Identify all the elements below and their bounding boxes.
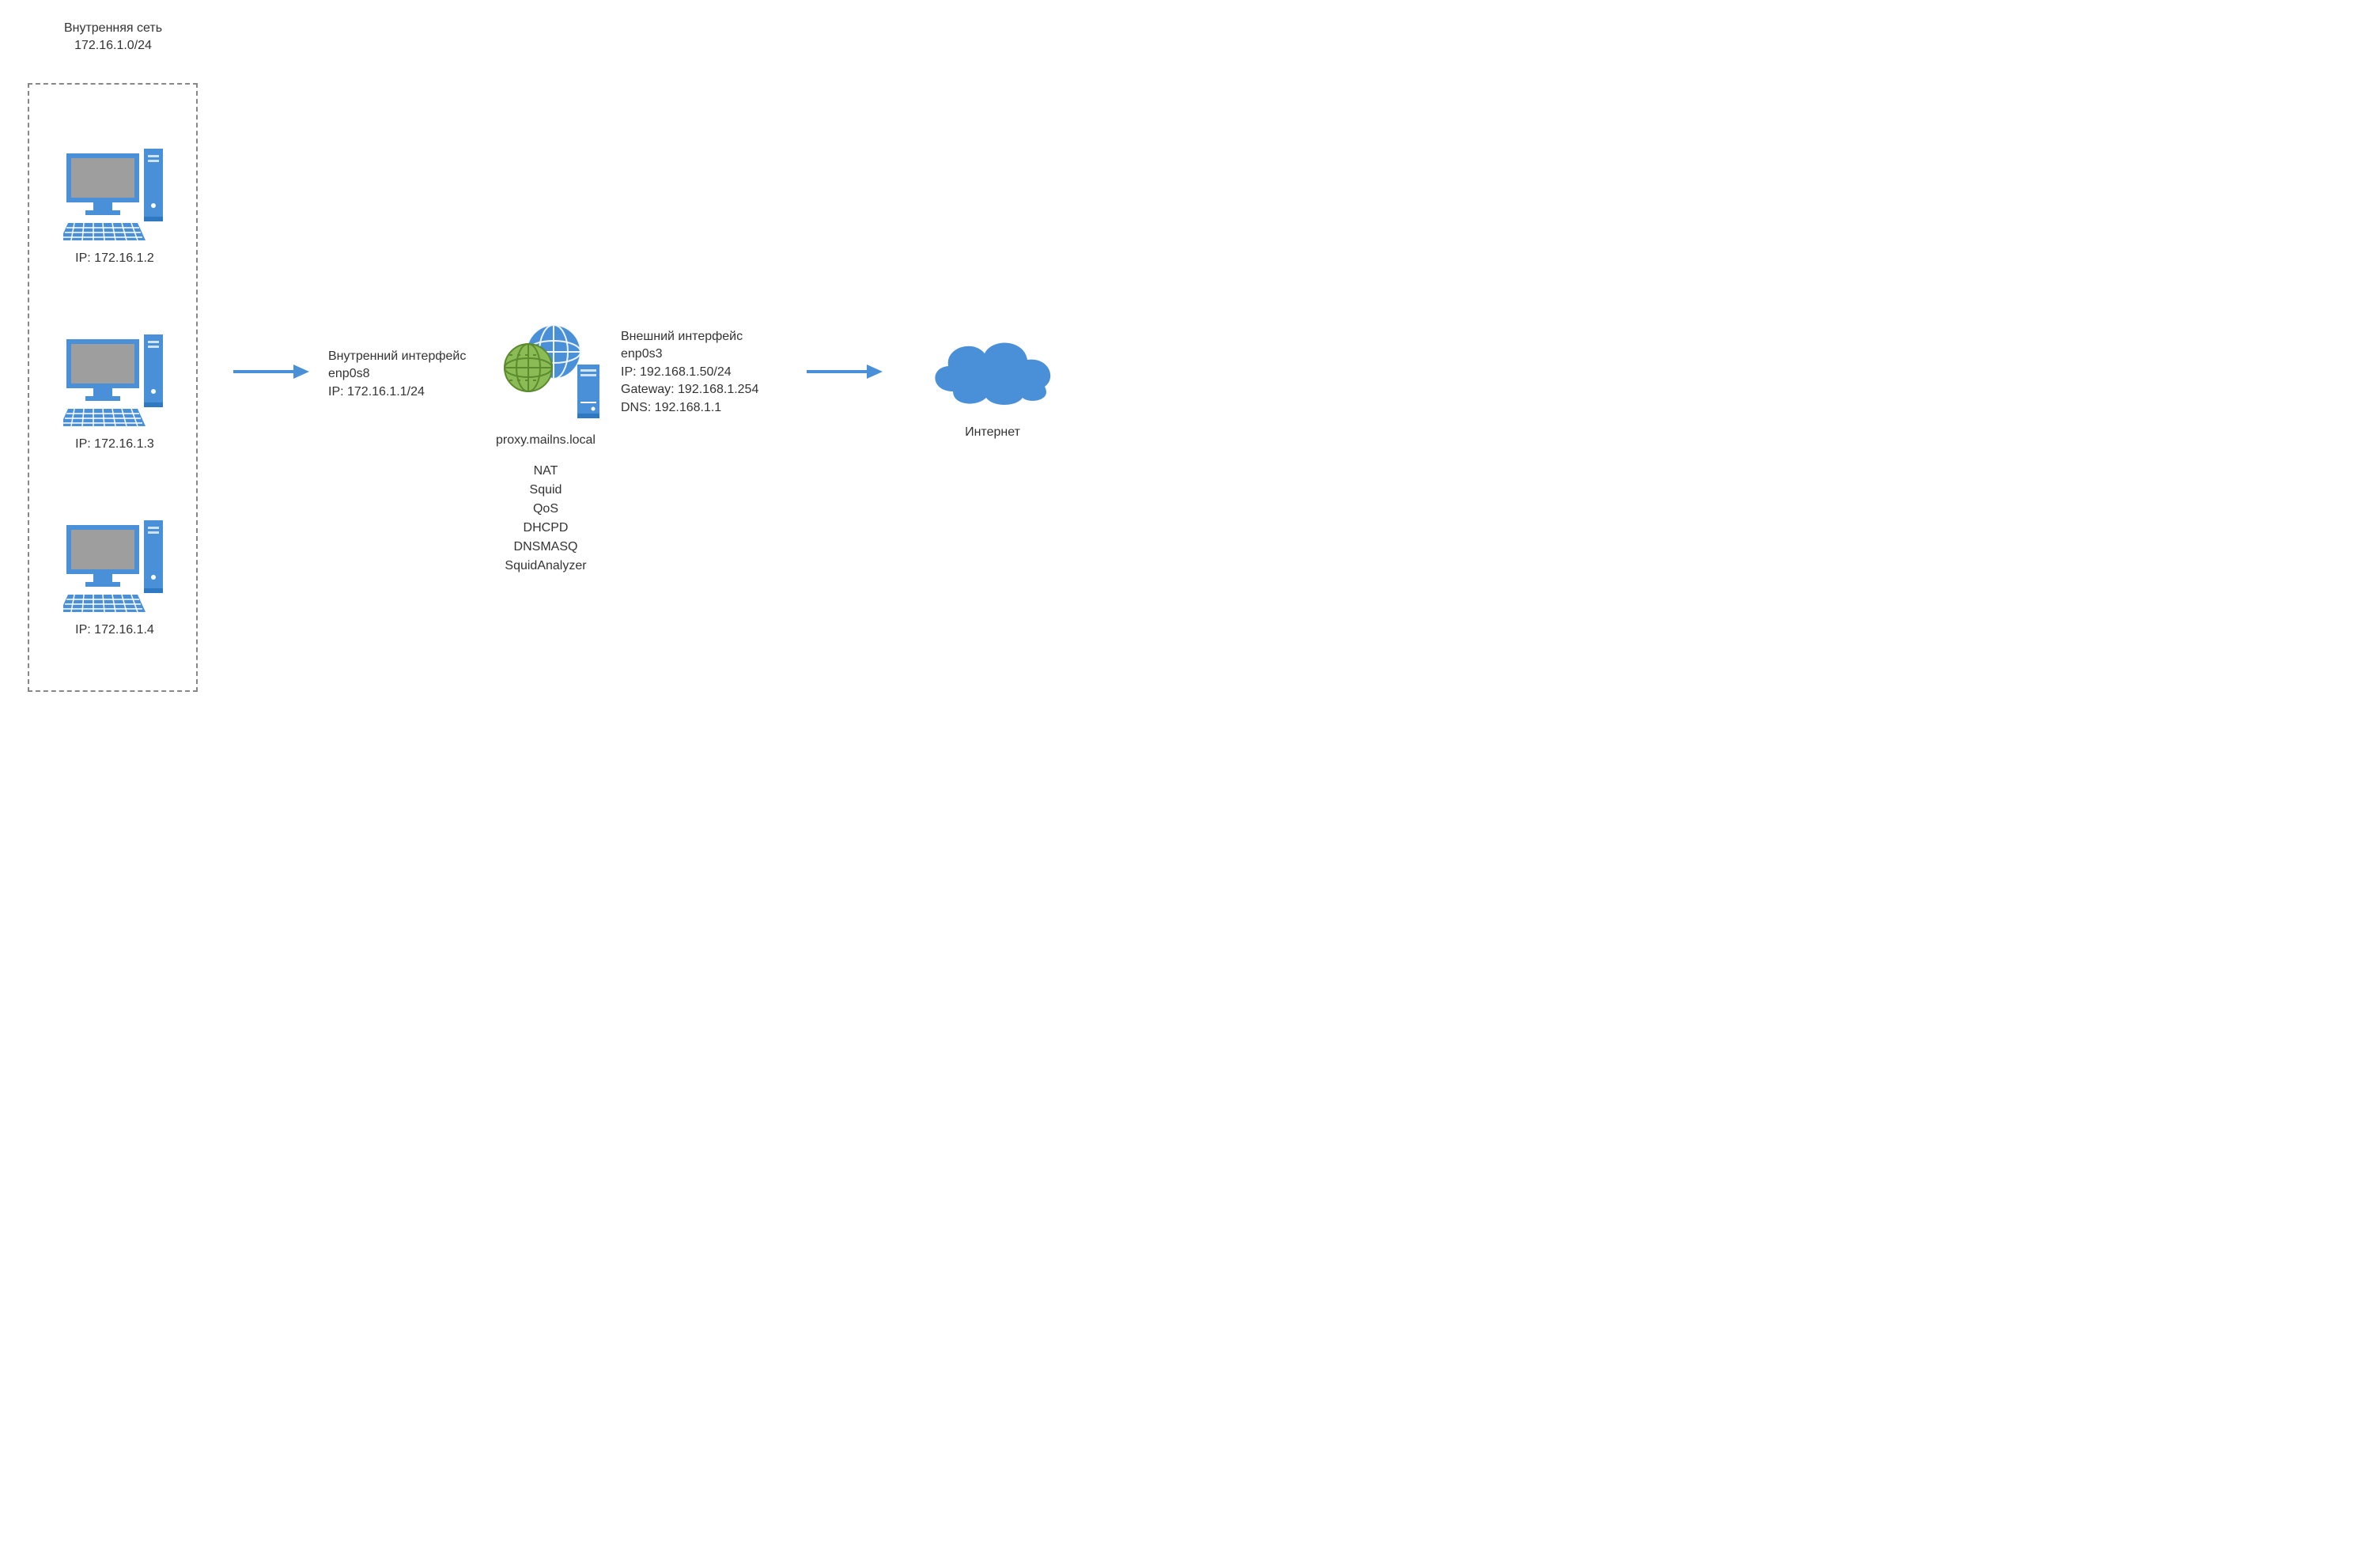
server-services: NAT Squid QoS DHCPD DNSMASQ SquidAnalyze… (467, 462, 625, 576)
pc-icon (63, 328, 166, 431)
pc-icon (63, 514, 166, 617)
internet-cloud: Интернет (913, 328, 1072, 440)
arrow-server-to-cloud (807, 360, 886, 383)
arrow-lan-to-server (233, 360, 312, 383)
service-item: QoS (467, 500, 625, 519)
lan-host-ip: IP: 172.16.1.2 (59, 251, 170, 266)
internal-if-line: enp0s8 (328, 365, 466, 383)
external-if-line: IP: 192.168.1.50/24 (621, 364, 758, 381)
pc-icon (63, 142, 166, 245)
external-if-line: Внешний интерфейс (621, 328, 758, 346)
service-item: Squid (467, 481, 625, 500)
lan-host-ip: IP: 172.16.1.3 (59, 437, 170, 452)
service-item: DNSMASQ (467, 538, 625, 557)
server-hostname: proxy.mailns.local (467, 433, 625, 448)
service-item: SquidAnalyzer (467, 557, 625, 576)
service-item: NAT (467, 462, 625, 481)
internal-if-line: IP: 172.16.1.1/24 (328, 383, 466, 401)
lan-host-2: IP: 172.16.1.4 (59, 514, 170, 637)
service-item: DHCPD (467, 519, 625, 538)
lan-host-0: IP: 172.16.1.2 (59, 142, 170, 266)
internal-if-line: Внутренний интерфейс (328, 348, 466, 365)
lan-title-line2: 172.16.1.0/24 (54, 37, 172, 55)
lan-title: Внутренняя сеть 172.16.1.0/24 (54, 20, 172, 55)
lan-host-ip: IP: 172.16.1.4 (59, 623, 170, 637)
lan-host-1: IP: 172.16.1.3 (59, 328, 170, 452)
proxy-server: proxy.mailns.local NAT Squid QoS DHCPD D… (467, 320, 625, 576)
internal-interface-label: Внутренний интерфейс enp0s8 IP: 172.16.1… (328, 348, 466, 401)
external-if-line: Gateway: 192.168.1.254 (621, 381, 758, 399)
external-interface-label: Внешний интерфейс enp0s3 IP: 192.168.1.5… (621, 328, 758, 417)
internet-label: Интернет (913, 425, 1072, 440)
external-if-line: DNS: 192.168.1.1 (621, 399, 758, 417)
cloud-icon (921, 328, 1064, 415)
external-if-line: enp0s3 (621, 346, 758, 363)
server-globe-icon (482, 320, 609, 423)
lan-title-line1: Внутренняя сеть (54, 20, 172, 37)
